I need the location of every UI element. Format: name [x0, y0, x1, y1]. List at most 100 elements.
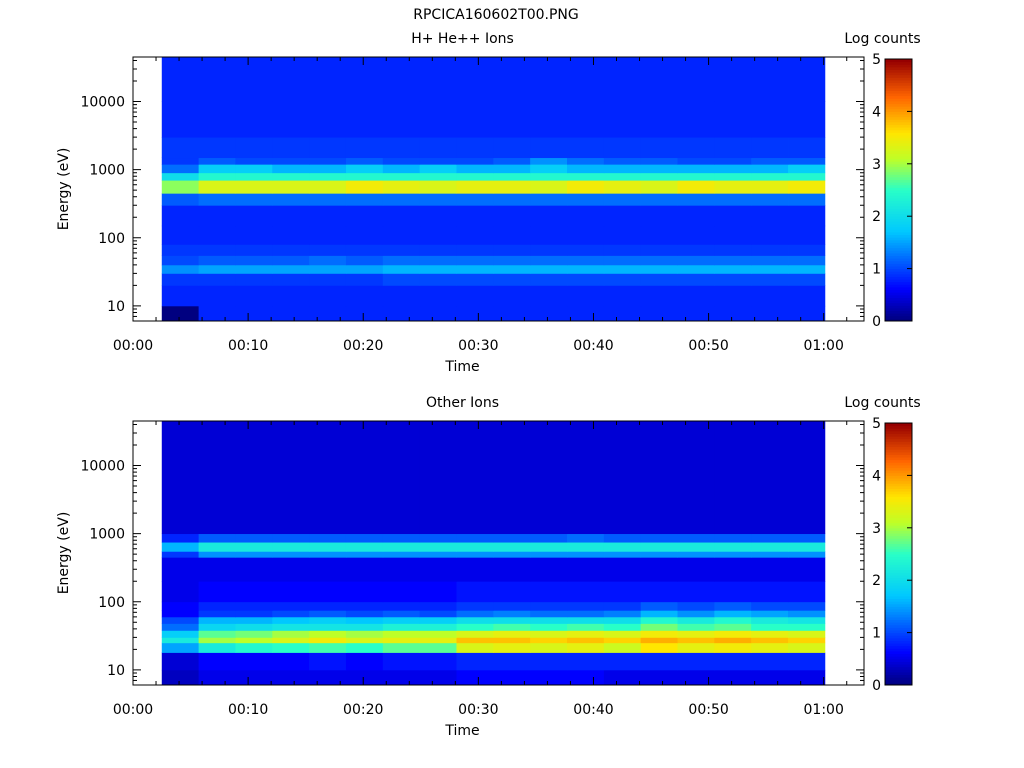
- heatmap-cell: [345, 533, 384, 543]
- heatmap-cell: [751, 305, 789, 322]
- heatmap-cell: [235, 542, 273, 552]
- heatmap-cell: [714, 601, 752, 611]
- heatmap-cell: [419, 601, 457, 611]
- panel-title: H+ He++ Ions: [411, 31, 514, 47]
- heatmap-cell: [530, 157, 568, 165]
- heatmap-cell: [419, 669, 457, 686]
- heatmap-cell: [309, 652, 347, 671]
- heatmap-cell: [198, 193, 236, 206]
- colorbar-segment: [885, 627, 912, 631]
- heatmap-cell: [235, 101, 273, 138]
- heatmap-cell: [640, 193, 678, 206]
- heatmap-cell: [493, 630, 531, 638]
- colorbar-frame: [884, 422, 913, 686]
- heatmap-cell: [714, 164, 752, 174]
- colorbar-segment: [885, 546, 912, 550]
- heatmap-cell: [530, 551, 568, 558]
- heatmap-cell: [493, 225, 531, 245]
- heatmap-cell: [677, 533, 715, 543]
- heatmap-cell: [530, 285, 568, 307]
- heatmap-cell: [603, 157, 642, 165]
- y-tick-label: 10: [107, 663, 125, 679]
- colorbar-segment: [885, 158, 912, 162]
- heatmap-cell: [161, 273, 200, 286]
- heatmap-cell: [272, 157, 310, 165]
- colorbar-segment: [885, 203, 912, 207]
- colorbar-segment: [885, 674, 912, 678]
- heatmap-cell: [198, 285, 236, 307]
- heatmap-cell: [714, 255, 752, 266]
- heatmap-cell: [530, 57, 568, 102]
- heatmap-cell: [161, 533, 200, 543]
- heatmap-cell: [603, 623, 642, 631]
- heatmap-cell: [272, 273, 310, 286]
- heatmap-cell: [714, 581, 752, 603]
- heatmap-cell: [603, 610, 642, 618]
- y-axis-label: Energy (eV): [56, 148, 72, 231]
- colorbar-segment: [885, 150, 912, 154]
- colorbar-segment: [885, 245, 912, 249]
- colorbar-segment: [885, 459, 912, 463]
- heatmap-cell: [235, 421, 273, 535]
- heatmap-cell: [530, 164, 568, 174]
- heatmap-cell: [456, 630, 494, 638]
- heatmap-cell: [235, 642, 273, 653]
- colorbar-segment: [885, 121, 912, 125]
- colorbar-label: Log counts: [844, 31, 920, 47]
- heatmap-cell: [714, 180, 752, 194]
- colorbar-segment: [885, 478, 912, 482]
- panel-1: H+ He++ Ions Time Energy (eV) 00:00 00:10 00:…: [56, 31, 921, 375]
- heatmap-cell: [309, 542, 347, 552]
- heatmap-cell: [161, 637, 200, 644]
- heatmap-cell: [603, 542, 642, 552]
- heatmap-cell: [677, 601, 715, 611]
- heatmap-cell: [235, 193, 273, 206]
- heatmap-cell: [677, 669, 715, 686]
- heatmap-cell: [751, 180, 789, 194]
- colorbar-segment: [885, 85, 912, 89]
- heatmap-cell: [382, 273, 421, 286]
- x-tick-label: 00:30: [458, 338, 498, 354]
- heatmap-cell: [161, 57, 200, 102]
- heatmap-cell: [309, 285, 347, 307]
- heatmap-cell: [530, 264, 568, 274]
- heatmap-cell: [382, 630, 421, 638]
- heatmap-cell: [788, 285, 826, 307]
- heatmap-cell: [493, 637, 531, 644]
- heatmap-cell: [309, 616, 347, 624]
- heatmap-cell: [677, 264, 715, 274]
- heatmap-cell: [456, 557, 494, 582]
- x-tick-label: 00:20: [343, 338, 383, 354]
- heatmap-cell: [677, 255, 715, 266]
- colorbar-segment: [885, 538, 912, 542]
- heatmap-cell: [419, 623, 457, 631]
- heatmap-cell: [161, 630, 200, 638]
- heatmap-cell: [161, 244, 200, 256]
- colorbar-segment: [885, 292, 912, 296]
- heatmap-cell: [272, 225, 310, 245]
- colorbar-frame: [884, 58, 913, 322]
- heatmap-cell: [198, 542, 236, 552]
- heatmap-cell: [714, 273, 752, 286]
- heatmap-cell: [567, 542, 605, 552]
- heatmap-cell: [677, 542, 715, 552]
- heatmap-cell: [493, 421, 531, 535]
- heatmap-cell: [603, 180, 642, 194]
- heatmap-cell: [788, 637, 826, 644]
- heatmap-cell: [493, 616, 531, 624]
- x-tick-label: 00:50: [688, 338, 728, 354]
- colorbar-segment: [885, 260, 912, 264]
- heatmap-cell: [272, 244, 310, 256]
- colorbar-segment: [885, 210, 912, 215]
- heatmap-cell: [345, 421, 384, 535]
- heatmap-cell: [272, 180, 310, 194]
- colorbar-tick-label: 0: [872, 314, 881, 330]
- heatmap-cell: [456, 244, 494, 256]
- heatmap-cell: [493, 642, 531, 653]
- heatmap-cell: [345, 557, 384, 582]
- heatmap-cell: [309, 581, 347, 603]
- colorbar-segment: [885, 190, 912, 194]
- heatmap-cell: [530, 244, 568, 256]
- heatmap-cell: [272, 264, 310, 274]
- colorbar-segment: [885, 441, 912, 445]
